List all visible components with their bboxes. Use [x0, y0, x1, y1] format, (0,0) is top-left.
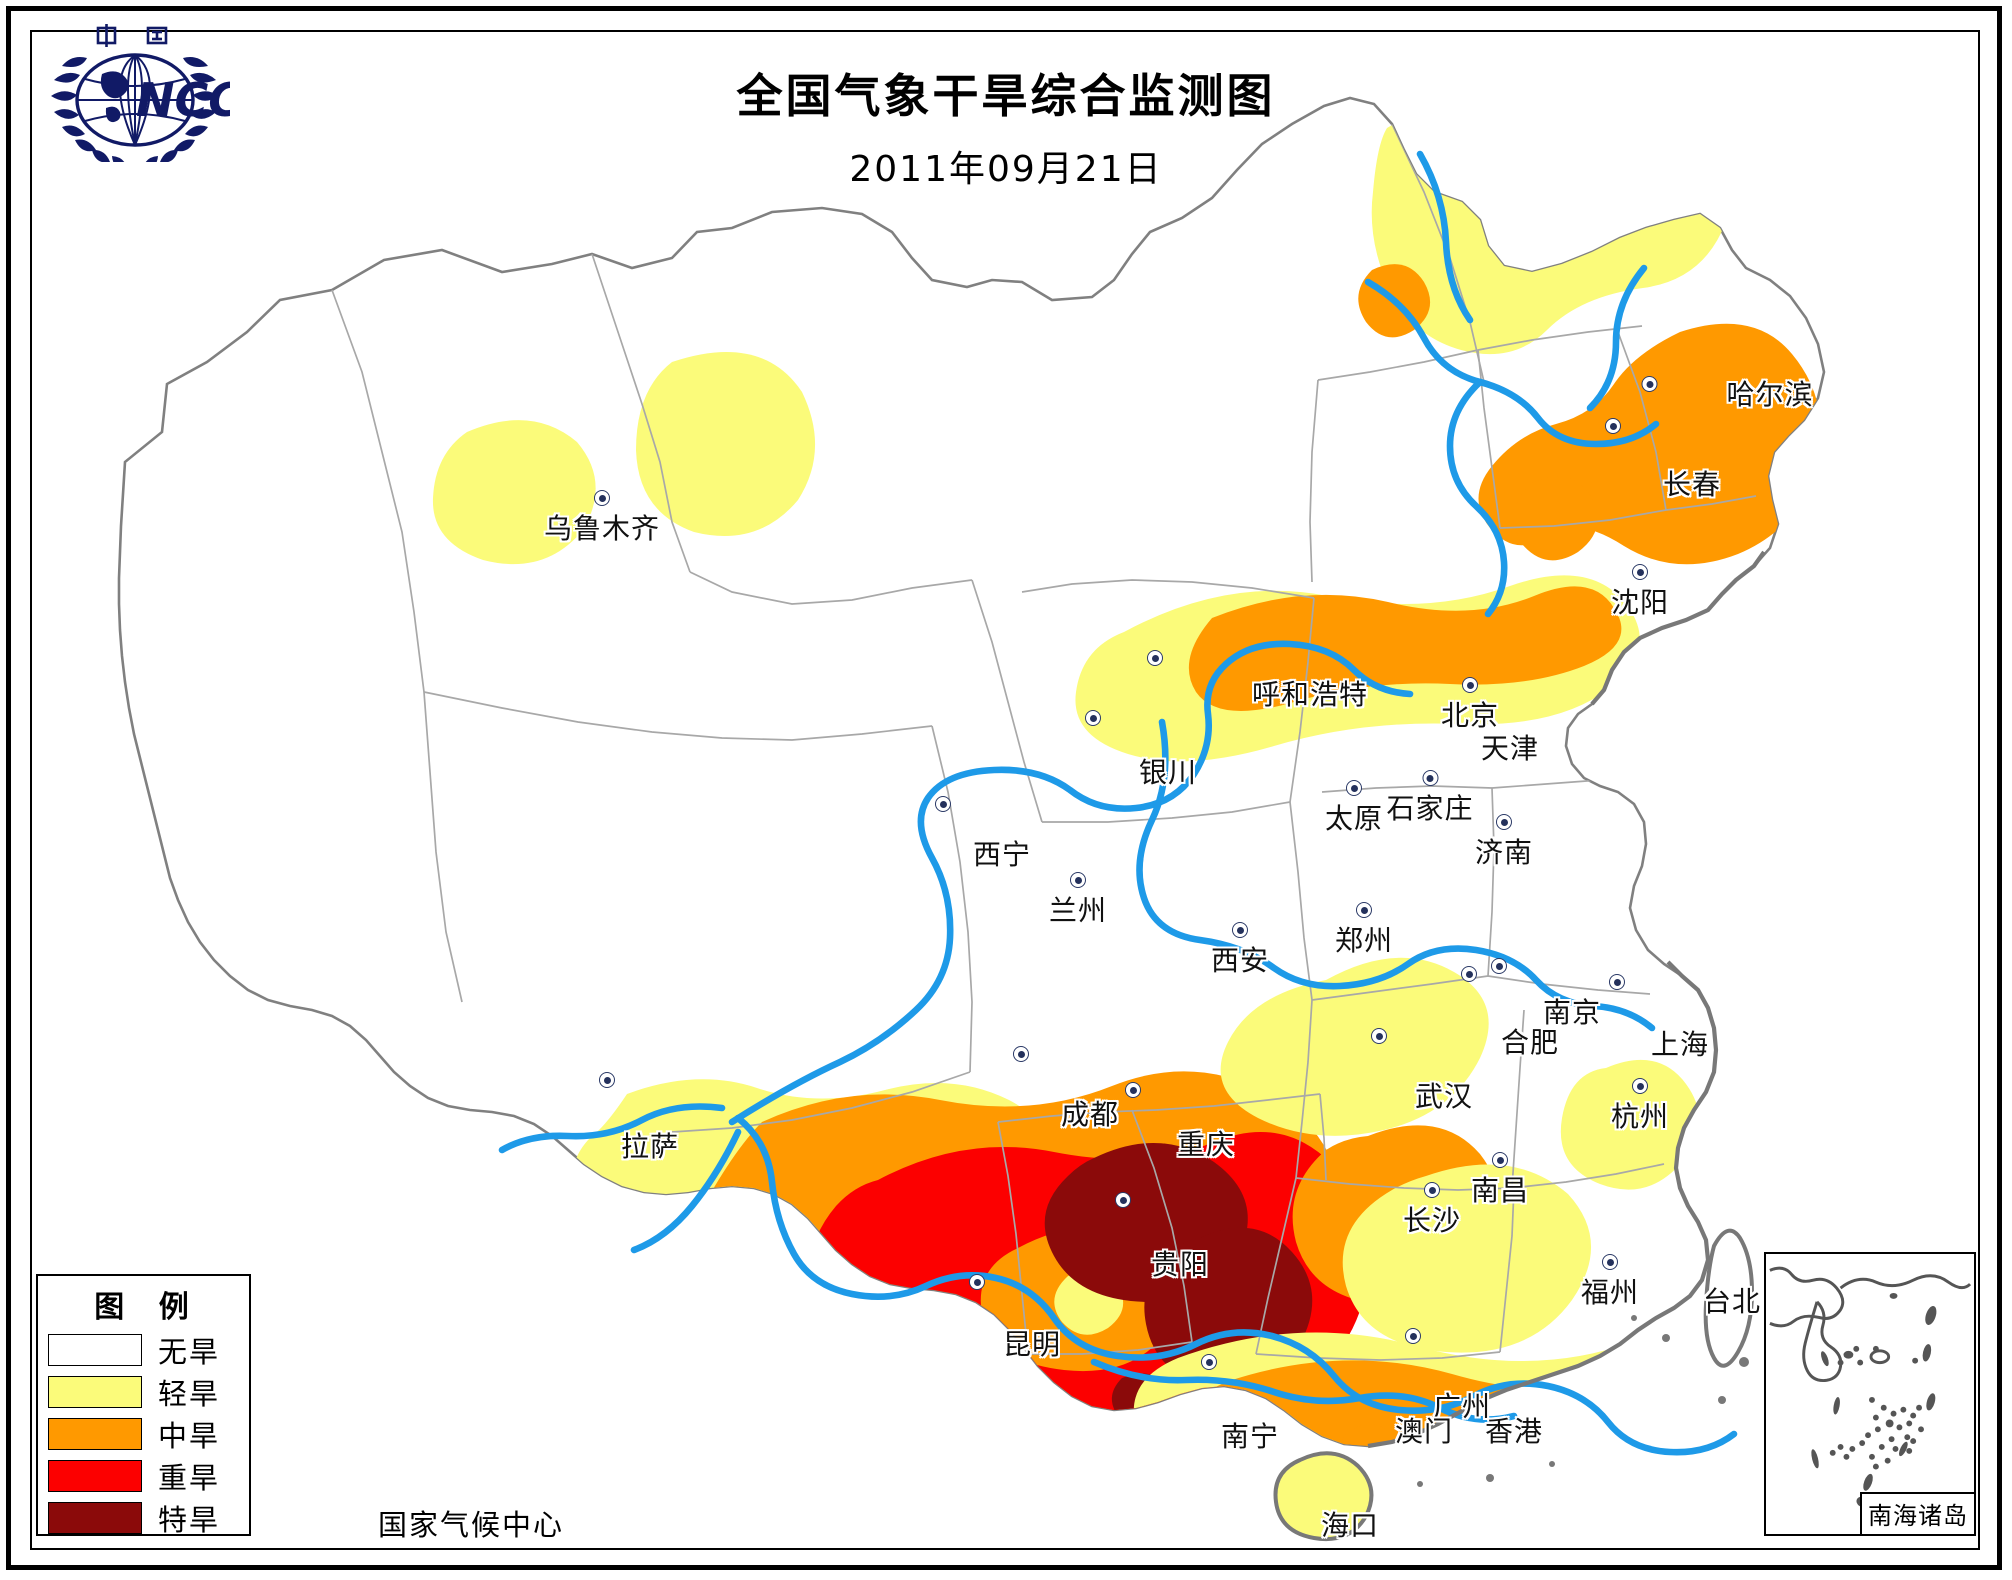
legend-rows: 无旱轻旱中旱重旱特旱 [38, 1330, 249, 1538]
legend-swatch [48, 1334, 142, 1366]
ncc-logo: NCC [40, 22, 242, 170]
rivers [498, 150, 1738, 1456]
legend-label: 轻旱 [158, 1377, 221, 1411]
map-svg [117, 96, 1826, 1541]
china-map: 乌鲁木齐 哈尔滨 长春 沈阳 呼和浩特 北京 天津 石家庄 太原 济南 银川 西宁 兰州 郑州 西安 南京 合肥… [32, 32, 1978, 1548]
coastline [1367, 550, 1766, 1449]
region-jiangxi-light [1342, 1164, 1592, 1353]
hainan-island [1273, 1451, 1374, 1541]
region-xinjiang-tarim-north [432, 420, 596, 565]
svg-text:NCC: NCC [136, 73, 230, 127]
outer-frame [6, 6, 2002, 1570]
legend-item-2: 中旱 [48, 1414, 249, 1454]
legend-label: 中旱 [158, 1419, 221, 1453]
region-ne-small-light [1414, 245, 1481, 311]
legend-item-4: 特旱 [48, 1498, 249, 1538]
legend-swatch [48, 1376, 142, 1408]
region-xinjiang-junggar [636, 352, 816, 536]
legend-title: 图 例 [94, 1290, 201, 1325]
south-china-sea-inset: 南海诸岛 [1764, 1252, 1976, 1536]
legend-item-1: 轻旱 [48, 1372, 249, 1412]
region-changchun-moderate-b [1513, 476, 1598, 561]
legend-label: 特旱 [158, 1503, 221, 1537]
inner-frame [30, 30, 1980, 1550]
agency-footer: 国家气候中心 [378, 1508, 565, 1542]
legend-box: 图 例 无旱轻旱中旱重旱特旱 [36, 1274, 251, 1538]
legend-label: 无旱 [158, 1335, 221, 1369]
region-inner-mongolia-hohhot [1188, 586, 1622, 711]
legend-item-3: 重旱 [48, 1456, 249, 1496]
taiwan-island [1703, 1228, 1755, 1368]
legend-label: 重旱 [158, 1461, 221, 1495]
page-title: 全国气象干旱综合监测图 [736, 69, 1276, 123]
legend-item-0: 无旱 [48, 1330, 249, 1370]
inset-label: 南海诸岛 [1860, 1492, 1976, 1536]
map-date: 2011年09月21日 [849, 149, 1163, 190]
legend-swatch [48, 1502, 142, 1534]
region-guangdong-small-mod [1339, 1424, 1399, 1446]
region-yangtze-middle [1220, 957, 1489, 1136]
region-zhejiang-coast [1560, 1059, 1700, 1190]
province-boundaries [331, 123, 1757, 1361]
legend-swatch [48, 1460, 142, 1492]
legend-swatch [48, 1418, 142, 1450]
